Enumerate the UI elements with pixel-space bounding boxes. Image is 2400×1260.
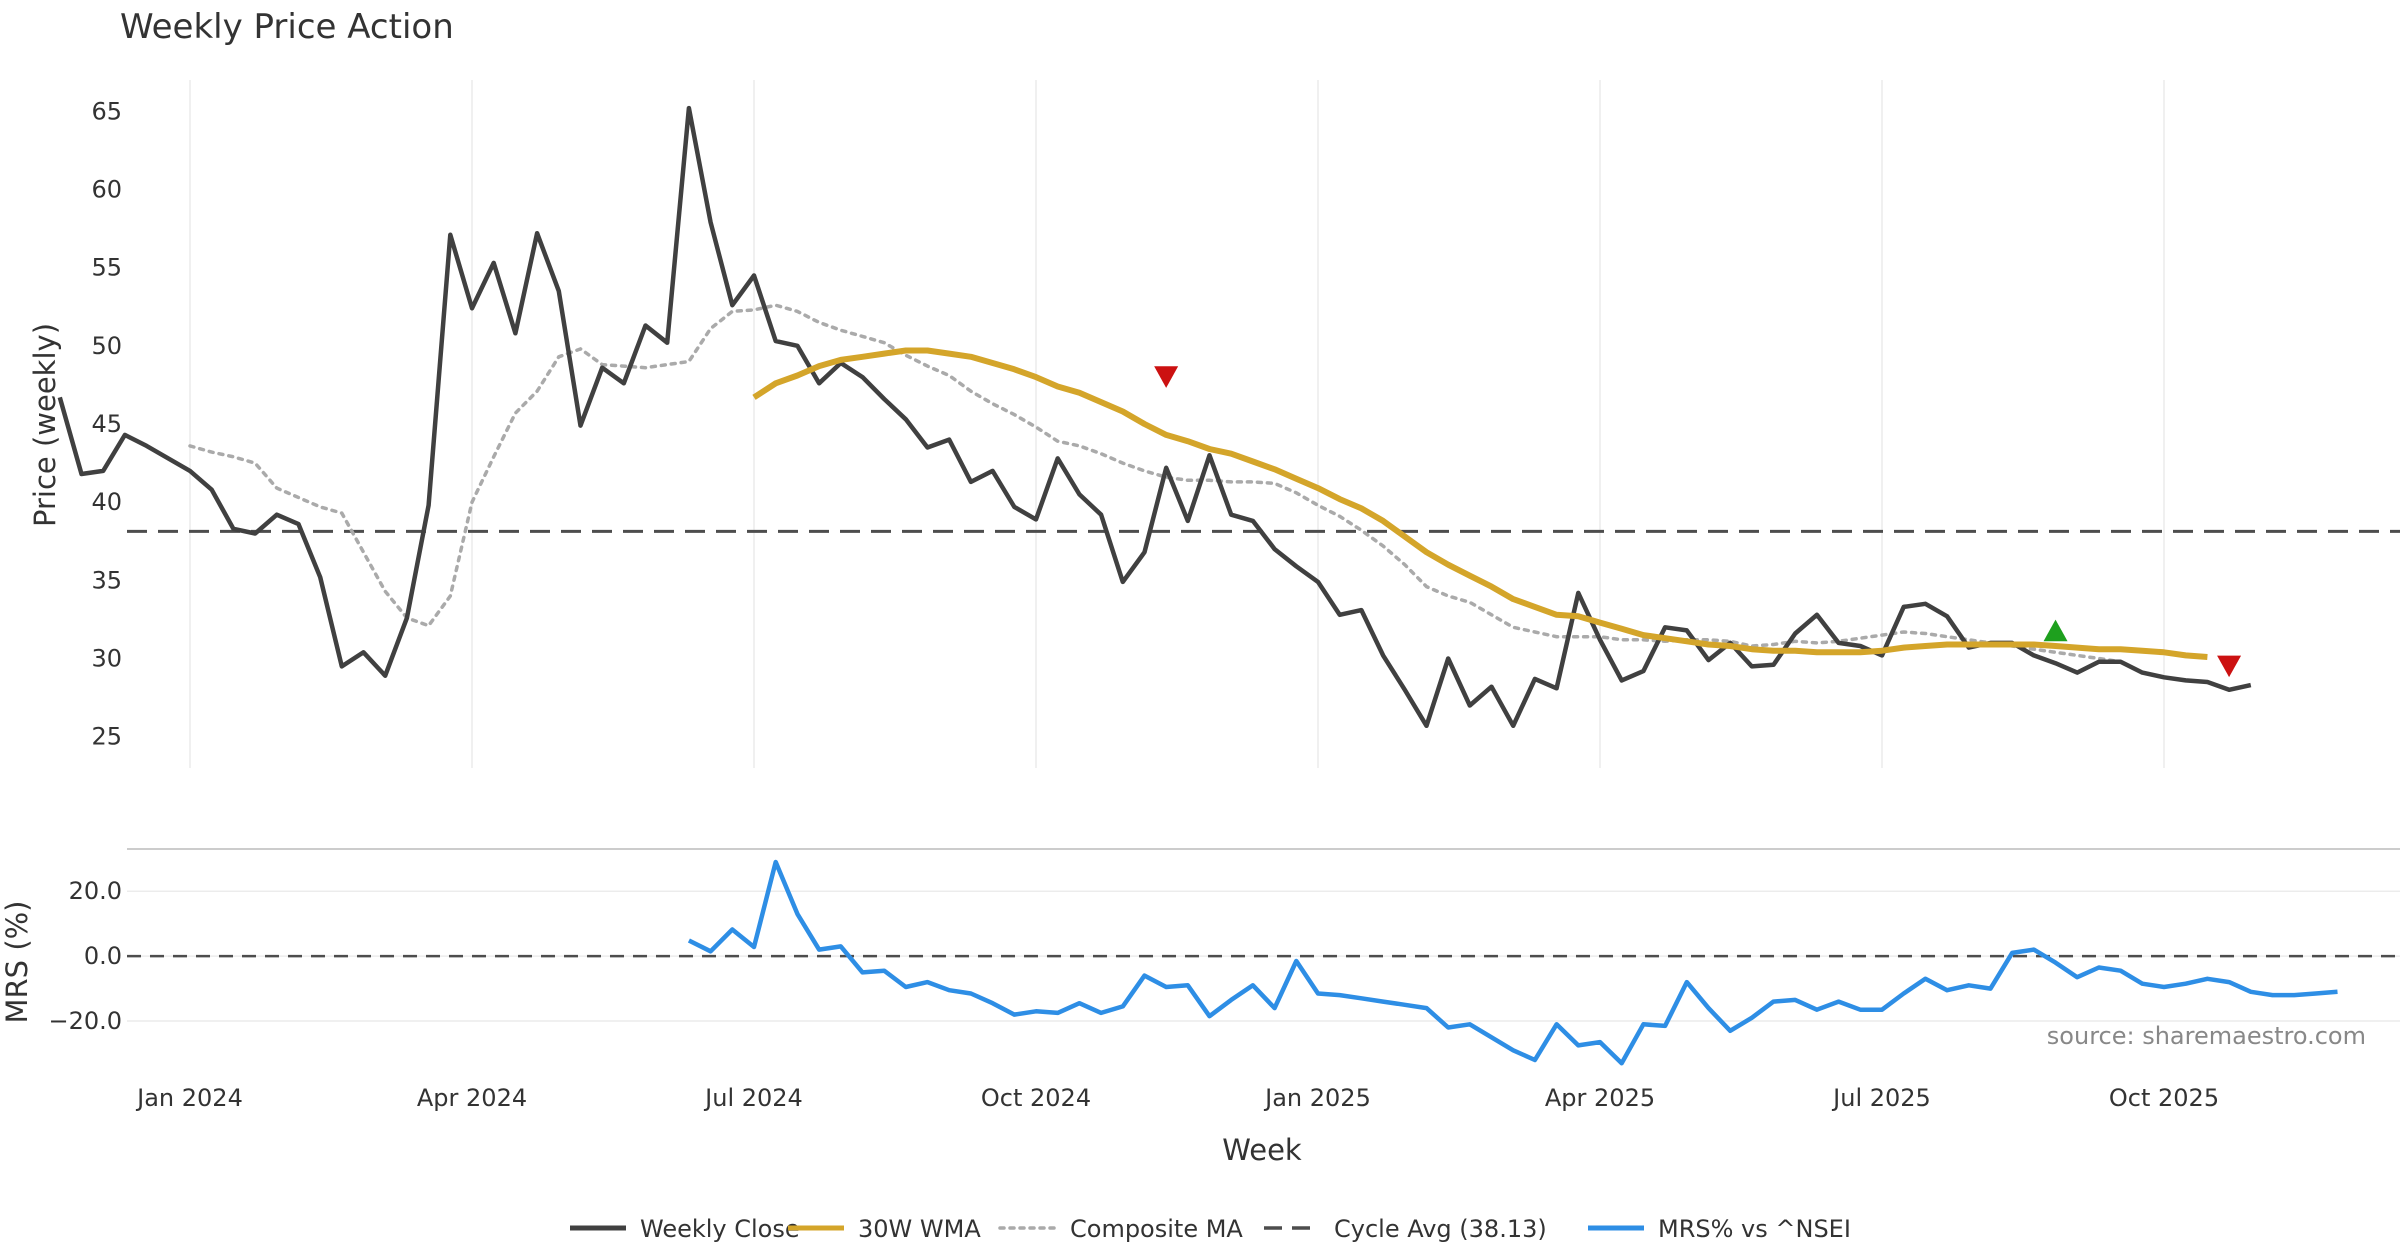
price-y-tick-label: 55: [91, 254, 122, 282]
sell-signal-marker: [2217, 655, 2242, 678]
legend-label: Weekly Close: [640, 1215, 800, 1243]
price-y-tick-label: 25: [91, 723, 122, 751]
price-y-tick-label: 45: [91, 410, 122, 438]
price-y-tick-label: 30: [91, 645, 122, 673]
mrs-y-tick-label: −20.0: [48, 1007, 122, 1035]
price-y-tick-label: 40: [91, 488, 122, 516]
composite-ma-line: [188, 303, 2123, 664]
chart-title: Weekly Price Action: [120, 7, 454, 47]
source-note: source: sharemaestro.com: [2047, 1022, 2366, 1050]
legend-label: 30W WMA: [858, 1215, 981, 1243]
price-y-tick-label: 50: [91, 332, 122, 360]
legend: Weekly Close 30W WMA Composite MA Cycle Avg…: [570, 1215, 1851, 1243]
price-y-ticks: 25 30 35 40 45 50 55 60 65: [91, 97, 122, 750]
wma-30w-line: [752, 347, 2208, 660]
signal-markers: [1154, 366, 2242, 678]
sell-signal-marker: [1154, 366, 1179, 388]
legend-item: Weekly Close: [570, 1215, 800, 1243]
x-tick-label: Jan 2024: [135, 1084, 243, 1112]
price-gridlines: [189, 80, 2165, 768]
mrs-y-axis-label: MRS (%): [0, 901, 34, 1024]
x-tick-label: Oct 2025: [2109, 1084, 2219, 1112]
legend-item: MRS% vs ^NSEI: [1588, 1215, 1851, 1243]
mrs-line: [687, 859, 2338, 1066]
x-tick-label: Jul 2024: [703, 1084, 803, 1112]
price-y-tick-label: 35: [91, 566, 122, 594]
legend-item: Cycle Avg (38.13): [1264, 1215, 1547, 1243]
buy-signal-marker: [2043, 619, 2068, 642]
legend-label: Cycle Avg (38.13): [1334, 1215, 1547, 1243]
x-ticks: Jan 2024 Apr 2024 Jul 2024 Oct 2024 Jan 2025…: [135, 1084, 2219, 1112]
x-tick-label: Jan 2025: [1263, 1084, 1371, 1112]
mrs-y-tick-label: 20.0: [69, 877, 122, 905]
mrs-y-ticks: 20.0 0.0 −20.0: [48, 877, 122, 1035]
x-tick-label: Jul 2025: [1831, 1084, 1931, 1112]
price-y-tick-label: 60: [91, 175, 122, 203]
legend-label: MRS% vs ^NSEI: [1658, 1215, 1851, 1243]
x-tick-label: Apr 2025: [1545, 1084, 1655, 1112]
legend-item: Composite MA: [998, 1215, 1243, 1243]
legend-label: Composite MA: [1070, 1215, 1243, 1243]
price-y-axis-label: Price (weekly): [28, 323, 62, 527]
x-axis-label: Week: [1222, 1133, 1302, 1167]
x-tick-label: Apr 2024: [417, 1084, 527, 1112]
mrs-y-tick-label: 0.0: [84, 942, 122, 970]
x-tick-label: Oct 2024: [981, 1084, 1091, 1112]
price-y-tick-label: 65: [91, 97, 122, 125]
legend-item: 30W WMA: [788, 1215, 981, 1243]
